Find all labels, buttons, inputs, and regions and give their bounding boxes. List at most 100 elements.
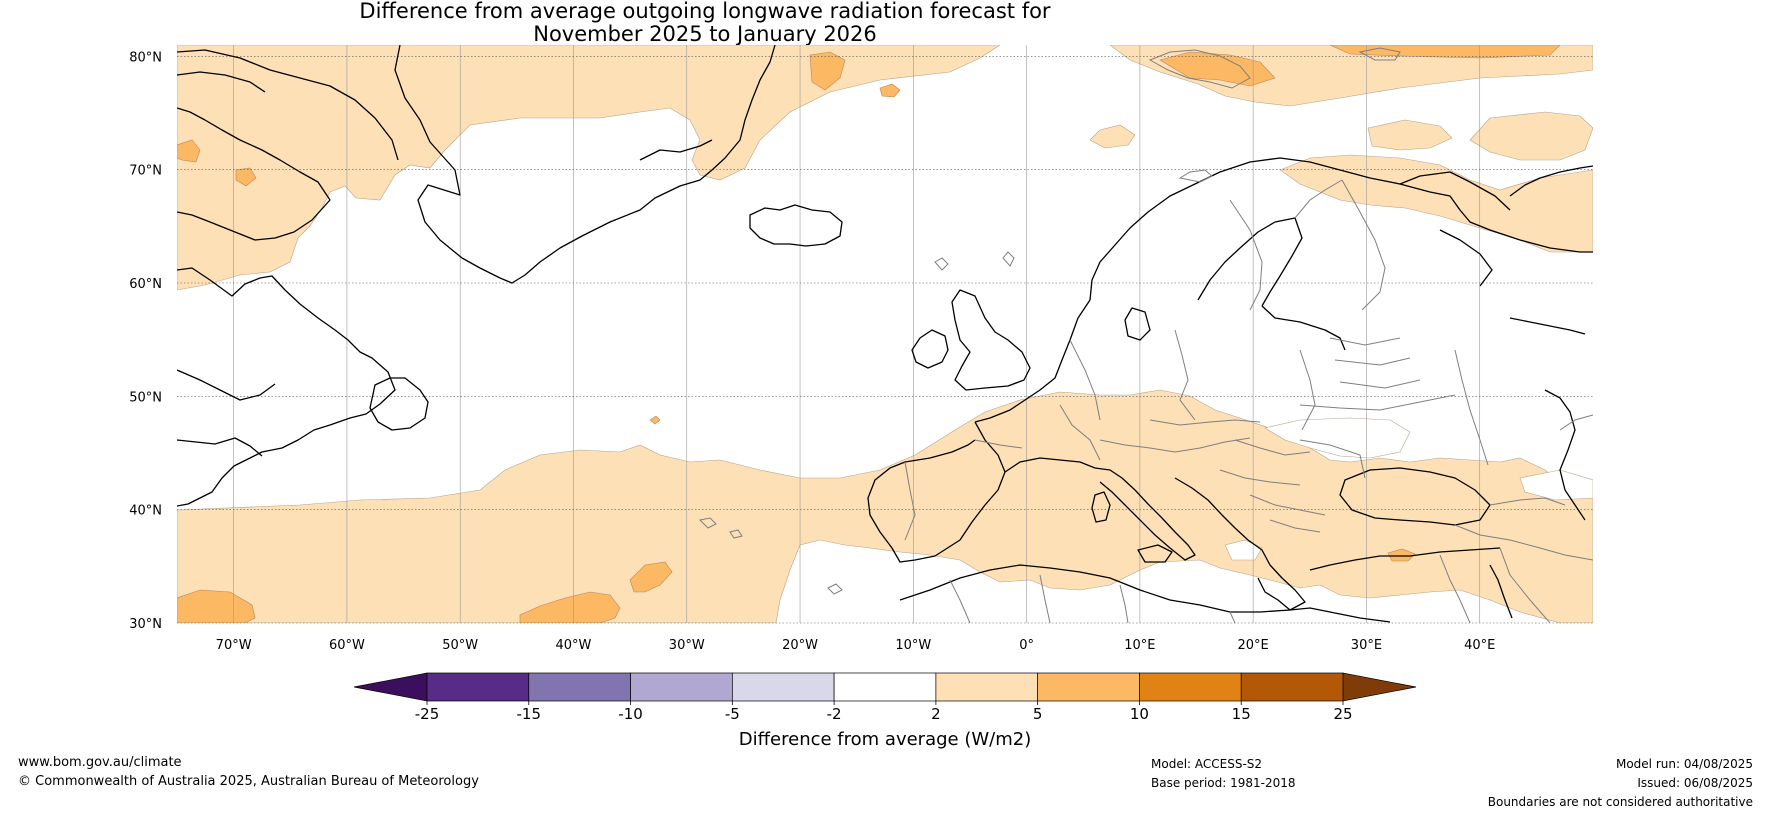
lon-tick-label-5: 20°W: [782, 638, 818, 653]
anomaly-patch-greenland-sea: [809, 51, 846, 91]
border-poland-east: [1299, 349, 1316, 431]
lon-tick-label-7: 0°: [1019, 638, 1034, 653]
colorbar-tick-label-5: 2: [931, 705, 941, 723]
coastline-iceland: [749, 204, 843, 247]
coastline-turkey-south: [1309, 547, 1501, 571]
coastline-caspian: [1544, 389, 1586, 521]
colorbar-label: Difference from average (W/m2): [739, 729, 1031, 750]
axis-labels: 80°N 70°N 60°N 50°N 40°N 30°N 70°W 60°W 50°W 40°W…: [129, 50, 1495, 653]
lat-tick-label-2: 60°N: [129, 277, 162, 292]
footer-website: www.bom.gov.au/climate: [18, 755, 182, 770]
border-baltics: [1329, 337, 1421, 389]
colorbar-tick-label-3: -5: [725, 705, 740, 723]
border-sweden-finland: [1294, 179, 1343, 219]
coastline-baffin-island: [177, 107, 331, 241]
lon-tick-label-9: 20°E: [1238, 638, 1269, 653]
footer-run-info: Model run: 04/08/2025 Issued: 06/08/2025…: [1488, 755, 1753, 812]
coastline-labrador-inner: [177, 369, 276, 401]
border-romania: [1299, 439, 1366, 479]
lat-tick-label-3: 50°N: [129, 390, 162, 405]
border-germany-west: [1069, 339, 1101, 421]
lon-tick-label-2: 50°W: [442, 638, 478, 653]
coastline-layer: [177, 45, 1593, 623]
anomaly-gap-balkans: [1224, 539, 1263, 561]
colorbar-segment-3: [731, 672, 835, 702]
colorbar-tick-label-8: 15: [1232, 705, 1251, 723]
colorbar-tick-label-7: 10: [1130, 705, 1149, 723]
lat-tick-label-0: 80°N: [129, 50, 162, 65]
coastline-svalbard: [1148, 49, 1251, 89]
footer-left: www.bom.gov.au/climate © Commonwealth of…: [18, 753, 479, 791]
coastline-kola: [1399, 171, 1511, 211]
anomaly-patch-svalbard: [1159, 51, 1276, 87]
coastline-red-sea: [1489, 564, 1513, 619]
lat-tick-label-1: 70°N: [129, 164, 162, 179]
coastline-france-med: [1004, 457, 1096, 473]
coastline-newfoundland: [369, 377, 429, 431]
border-czech-austria: [1149, 419, 1261, 426]
lat-tick-label-4: 40°N: [129, 504, 162, 519]
coastline-franz-josef: [1358, 47, 1401, 61]
colorbar-segment-5: [935, 672, 1039, 702]
colorbar-segment-7: [1139, 672, 1242, 702]
footer-model-run: Model run: 04/08/2025: [1615, 757, 1753, 771]
coastline-italy: [1094, 467, 1196, 561]
coastline-greece: [1247, 539, 1306, 611]
coastline-novaya-zemlya: [1509, 165, 1593, 197]
map-title-line1: Difference from average outgoing longwav…: [359, 0, 1051, 23]
coastline-ireland: [911, 329, 949, 369]
coastline-north-sea-coast: [974, 299, 1091, 423]
anomaly-patch-atlantic-small: [649, 415, 661, 425]
coastline-shetland: [1002, 251, 1015, 267]
anomaly-region-svalbard-east: [1367, 119, 1453, 151]
coastline-denmark: [1124, 307, 1151, 341]
border-pyrenees: [974, 439, 1023, 449]
anomaly-patch-cyprus: [1387, 548, 1416, 562]
lon-tick-label-11: 40°E: [1464, 638, 1495, 653]
anomaly-patch-jan-mayen: [879, 83, 901, 98]
coastline-scandinavia: [1089, 157, 1593, 301]
anomaly-fill-layer: [177, 45, 1593, 623]
anomaly-gap-central-europe: [1264, 417, 1411, 459]
coastline-greenland-north: [639, 139, 713, 161]
anomaly-region-scandinavia-north: [1279, 154, 1593, 253]
grey-islands-layer: [698, 47, 1401, 595]
map-title: Difference from average outgoing longwav…: [0, 0, 1410, 46]
colorbar-segment-0: [426, 672, 530, 702]
lon-tick-label-0: 70°W: [216, 638, 252, 653]
border-poland-germany: [1174, 329, 1196, 421]
border-spain-portugal: [904, 461, 916, 541]
anomaly-region-mediterranean: [177, 389, 1593, 623]
coastline-azores: [698, 517, 743, 539]
anomaly-region-kara-sea: [1469, 111, 1593, 161]
lon-tick-label-10: 30°E: [1351, 638, 1382, 653]
border-alps: [1099, 437, 1251, 453]
coastline-arctic-russia: [1509, 317, 1586, 335]
border-ukraine-belarus: [1299, 394, 1456, 411]
border-ukraine-russia: [1454, 349, 1489, 466]
colorbar-tick-label-9: 25: [1333, 705, 1352, 723]
anomaly-region-north-atlantic: [177, 45, 1001, 291]
anomaly-patch-gulf-of-mexico: [177, 589, 256, 623]
coastline-greenland: [394, 45, 776, 284]
border-layer: [904, 179, 1593, 623]
coastline-north-africa: [899, 564, 1391, 623]
coastline-iberia: [867, 421, 1006, 563]
coastline-ellesmere-south: [177, 71, 266, 93]
colorbar-tick-label-0: -25: [415, 705, 440, 723]
coastline-ellesmere: [177, 49, 399, 161]
footer-copyright: © Commonwealth of Australia 2025, Austra…: [18, 774, 479, 789]
footer-issued: Issued: 06/08/2025: [1637, 776, 1753, 790]
colorbar-segment-1: [528, 672, 631, 702]
coastline-labrador: [177, 267, 396, 507]
colorbar-segment-4: [833, 672, 937, 702]
colorbar-under-triangle: [353, 672, 428, 702]
footer-disclaimer: Boundaries are not considered authoritat…: [1487, 795, 1753, 809]
colorbar-segment-2: [630, 672, 733, 702]
coastline-lofoten: [1178, 169, 1213, 183]
colorbar-tick-label-4: -2: [827, 705, 842, 723]
coastline-canaries: [827, 583, 843, 595]
anomaly-patch-azores: [629, 561, 673, 593]
